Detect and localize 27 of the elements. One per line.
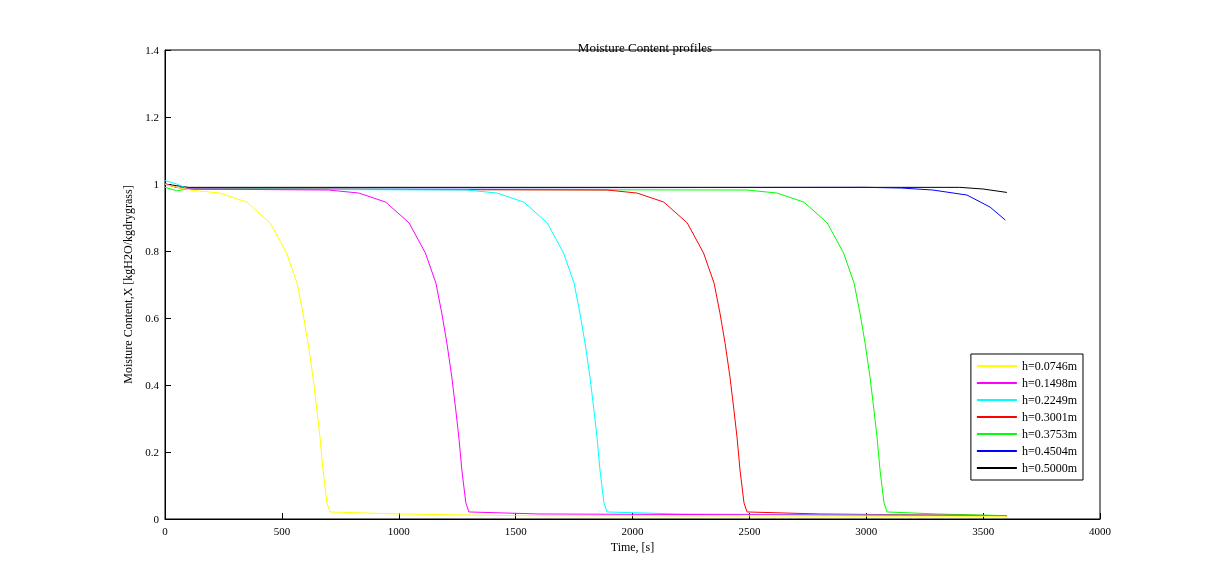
y-tick-label: 1	[153, 178, 159, 190]
y-tick-label: 0.6	[145, 312, 160, 324]
legend-label: h=0.4504m	[1021, 444, 1078, 458]
x-tick-label: 0	[162, 524, 169, 537]
legend-label: h=0.5000m	[1021, 461, 1078, 475]
x-tick-label: 2500	[738, 524, 761, 537]
x-tick-label: 1000	[387, 524, 411, 537]
y-tick-label: 0.8	[145, 245, 160, 257]
y-tick-label: 0.2	[145, 446, 159, 458]
x-tick-label: 2000	[621, 524, 644, 537]
x-tick-label: 3000	[855, 524, 878, 537]
x-axis-title: Time, [s]	[610, 540, 655, 554]
legend-label: h=0.2249m	[1021, 393, 1078, 407]
x-tick-label: 500	[273, 524, 291, 537]
x-tick-label: 4000	[1089, 524, 1112, 537]
y-tick-label: 0.4	[145, 379, 160, 391]
y-tick-label: 1.4	[145, 44, 160, 56]
x-tick-label: 1500	[504, 524, 528, 537]
legend-label: h=0.1498m	[1021, 376, 1078, 390]
x-tick-label: 3500	[972, 524, 995, 537]
legend-label: h=0.3753m	[1021, 427, 1078, 441]
legend-label: h=0.0746m	[1021, 359, 1078, 373]
y-tick-label: 0	[153, 513, 160, 525]
y-tick-label: 1.2	[145, 111, 159, 123]
y-axis-title: Moisture Content,X [kgH2O/kgdrygrass]	[121, 185, 136, 384]
legend-label: h=0.3001m	[1021, 410, 1078, 424]
chart-title: Moisture Content profiles	[577, 40, 713, 55]
